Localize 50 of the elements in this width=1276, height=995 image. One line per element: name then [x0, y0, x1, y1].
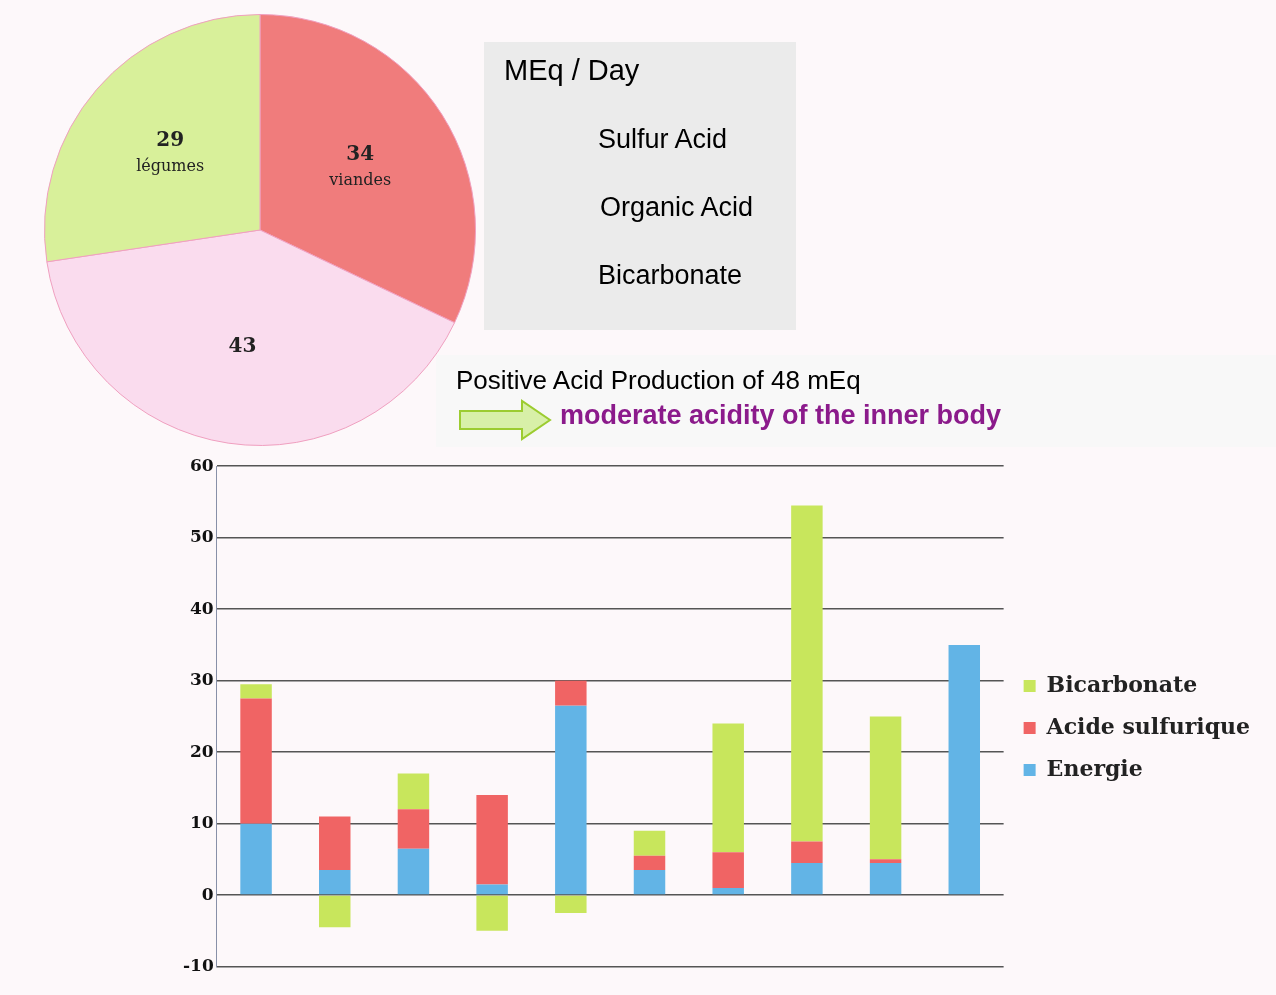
text: Organic Acid [600, 192, 754, 223]
bar [791, 862, 823, 895]
bar [791, 505, 823, 842]
text: Sulfur Acid [598, 124, 728, 155]
legend-label: Acide sulfurique [1045, 712, 1251, 739]
bar [319, 870, 351, 895]
bar [397, 809, 430, 849]
bar [555, 895, 587, 913]
y-tick-label: 0 [201, 883, 214, 904]
bar [397, 773, 430, 810]
bar [476, 884, 508, 895]
bar [869, 716, 902, 860]
bar [633, 830, 666, 856]
y-tick-label: 30 [190, 669, 214, 690]
text: MEq / Day [504, 54, 640, 87]
bar [869, 862, 902, 895]
y-tick-label: -10 [182, 955, 214, 976]
data-label: 29 [156, 126, 185, 151]
chart-title: Positive Acid Production of 48 mEq [456, 365, 861, 396]
bar [319, 895, 351, 928]
y-tick-label: 20 [190, 740, 214, 761]
bar [633, 870, 666, 895]
bar [555, 705, 587, 895]
legend-label: Bicarbonate [1046, 670, 1198, 697]
y-tick-label: 50 [190, 526, 214, 547]
legend-label: Energie [1046, 754, 1143, 781]
y-tick-label: 40 [190, 597, 214, 618]
bar [555, 680, 587, 706]
bar [476, 795, 508, 885]
bar [791, 841, 823, 863]
bar [397, 848, 430, 895]
text: Bicarbonate [598, 260, 743, 291]
bar [633, 855, 666, 871]
bar [869, 859, 902, 863]
data-label: 43 [228, 333, 257, 358]
y-tick-label: 60 [190, 454, 214, 475]
bar [240, 684, 272, 699]
bar [712, 723, 744, 853]
bar [712, 852, 744, 888]
bar [948, 644, 981, 895]
bar [319, 816, 351, 871]
slice-label: légumes [136, 155, 205, 175]
slice-label: viandes [328, 169, 392, 189]
bar [240, 823, 272, 895]
data-label: 34 [346, 140, 375, 165]
chart-subtitle: moderate acidity of the inner body [560, 400, 1002, 431]
bar [240, 698, 272, 824]
y-tick-label: 10 [190, 812, 214, 833]
bar [476, 895, 508, 931]
bar [712, 887, 744, 895]
